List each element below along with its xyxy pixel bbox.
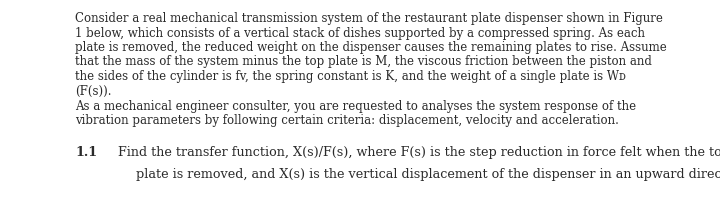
Text: (F(s)).: (F(s)). <box>75 84 112 98</box>
Text: plate is removed, the reduced weight on the dispenser causes the remaining plate: plate is removed, the reduced weight on … <box>75 41 667 54</box>
Text: that the mass of the system minus the top plate is M, the viscous friction betwe: that the mass of the system minus the to… <box>75 55 652 68</box>
Text: As a mechanical engineer consulter, you are requested to analyses the system res: As a mechanical engineer consulter, you … <box>75 100 636 113</box>
Text: 1 below, which consists of a vertical stack of dishes supported by a compressed : 1 below, which consists of a vertical st… <box>75 26 645 40</box>
Text: the sides of the cylinder is fv, the spring constant is K, and the weight of a s: the sides of the cylinder is fv, the spr… <box>75 70 626 83</box>
Text: 1.1: 1.1 <box>75 146 97 159</box>
Text: Consider a real mechanical transmission system of the restaurant plate dispenser: Consider a real mechanical transmission … <box>75 12 663 25</box>
Text: vibration parameters by following certain criteria: displacement, velocity and a: vibration parameters by following certai… <box>75 114 619 127</box>
Text: plate is removed, and X(s) is the vertical displacement of the dispenser in an u: plate is removed, and X(s) is the vertic… <box>136 168 720 181</box>
Text: Find the transfer function, X(s)/F(s), where F(s) is the step reduction in force: Find the transfer function, X(s)/F(s), w… <box>118 146 720 159</box>
